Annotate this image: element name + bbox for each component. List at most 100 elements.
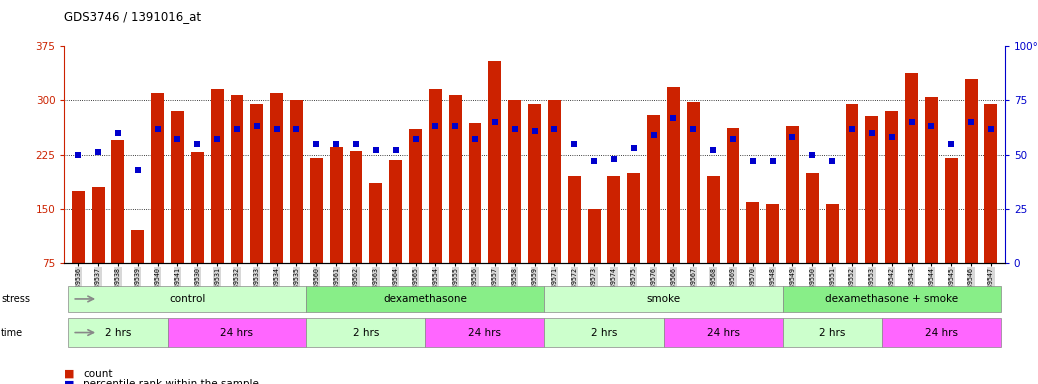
Bar bbox=[746, 202, 759, 263]
Point bbox=[526, 127, 543, 134]
Bar bbox=[786, 126, 799, 263]
Text: control: control bbox=[169, 294, 206, 304]
Bar bbox=[607, 176, 621, 263]
Point bbox=[685, 126, 702, 132]
Point bbox=[566, 141, 582, 147]
Bar bbox=[389, 160, 402, 263]
Point bbox=[169, 136, 186, 142]
Point bbox=[923, 123, 939, 129]
Point bbox=[269, 126, 285, 132]
Bar bbox=[350, 151, 362, 263]
Bar bbox=[448, 94, 462, 263]
Point bbox=[467, 136, 484, 142]
Bar bbox=[132, 230, 144, 263]
Text: dexamethasone + smoke: dexamethasone + smoke bbox=[825, 294, 958, 304]
Bar bbox=[152, 93, 164, 263]
Point bbox=[605, 156, 622, 162]
Point bbox=[744, 158, 761, 164]
Point bbox=[646, 132, 662, 138]
Bar bbox=[69, 286, 306, 311]
Point bbox=[784, 134, 800, 140]
Point bbox=[864, 130, 880, 136]
Bar bbox=[984, 104, 998, 263]
Point bbox=[844, 126, 861, 132]
Bar bbox=[91, 187, 105, 263]
Point bbox=[546, 126, 563, 132]
Point bbox=[348, 141, 364, 147]
Bar bbox=[545, 286, 783, 311]
Point bbox=[507, 126, 523, 132]
Point bbox=[228, 126, 245, 132]
Text: 24 hrs: 24 hrs bbox=[220, 328, 253, 338]
Point bbox=[983, 126, 1000, 132]
Text: 2 hrs: 2 hrs bbox=[591, 328, 618, 338]
Point bbox=[585, 158, 602, 164]
Point bbox=[248, 123, 265, 129]
Bar bbox=[330, 147, 343, 263]
Bar bbox=[250, 104, 264, 263]
Bar bbox=[306, 286, 545, 311]
Bar bbox=[167, 318, 306, 348]
Bar bbox=[489, 61, 501, 263]
Point bbox=[308, 141, 325, 147]
Bar bbox=[885, 111, 898, 263]
Text: ■: ■ bbox=[64, 379, 75, 384]
Bar bbox=[72, 191, 85, 263]
Point bbox=[824, 158, 841, 164]
Text: 2 hrs: 2 hrs bbox=[353, 328, 379, 338]
Point bbox=[328, 141, 345, 147]
Bar bbox=[881, 318, 1001, 348]
Bar bbox=[647, 115, 660, 263]
Bar bbox=[509, 100, 521, 263]
Text: stress: stress bbox=[1, 294, 30, 304]
Bar bbox=[290, 100, 303, 263]
Point bbox=[963, 119, 980, 125]
Bar bbox=[783, 318, 881, 348]
Bar bbox=[766, 204, 780, 263]
Point bbox=[487, 119, 503, 125]
Bar bbox=[568, 176, 580, 263]
Point bbox=[70, 152, 86, 158]
Text: dexamethasone: dexamethasone bbox=[383, 294, 467, 304]
Point bbox=[447, 123, 464, 129]
Bar bbox=[370, 184, 382, 263]
Bar bbox=[429, 89, 442, 263]
Point bbox=[626, 145, 643, 151]
Point bbox=[903, 119, 920, 125]
Text: ■: ■ bbox=[64, 369, 75, 379]
Point bbox=[665, 114, 682, 121]
Bar bbox=[945, 158, 958, 263]
Bar bbox=[846, 104, 858, 263]
Text: 24 hrs: 24 hrs bbox=[707, 328, 739, 338]
Text: percentile rank within the sample: percentile rank within the sample bbox=[83, 379, 258, 384]
Point bbox=[367, 147, 384, 153]
Text: smoke: smoke bbox=[647, 294, 681, 304]
Point bbox=[387, 147, 404, 153]
Bar bbox=[69, 318, 167, 348]
Text: 2 hrs: 2 hrs bbox=[105, 328, 131, 338]
Text: GDS3746 / 1391016_at: GDS3746 / 1391016_at bbox=[64, 10, 201, 23]
Bar bbox=[964, 79, 978, 263]
Bar bbox=[409, 129, 422, 263]
Point bbox=[764, 158, 781, 164]
Text: count: count bbox=[83, 369, 112, 379]
Text: 24 hrs: 24 hrs bbox=[925, 328, 958, 338]
Point bbox=[705, 147, 721, 153]
Bar bbox=[663, 318, 783, 348]
Bar bbox=[468, 124, 482, 263]
Text: time: time bbox=[1, 328, 23, 338]
Text: 24 hrs: 24 hrs bbox=[468, 328, 501, 338]
Bar bbox=[306, 318, 426, 348]
Bar bbox=[707, 176, 719, 263]
Bar bbox=[548, 100, 561, 263]
Bar bbox=[687, 102, 700, 263]
Bar bbox=[310, 158, 323, 263]
Bar bbox=[627, 173, 640, 263]
Bar bbox=[588, 209, 601, 263]
Bar bbox=[667, 87, 680, 263]
Point bbox=[289, 126, 305, 132]
Point bbox=[407, 136, 424, 142]
Point bbox=[883, 134, 900, 140]
Point bbox=[725, 136, 741, 142]
Point bbox=[130, 167, 146, 173]
